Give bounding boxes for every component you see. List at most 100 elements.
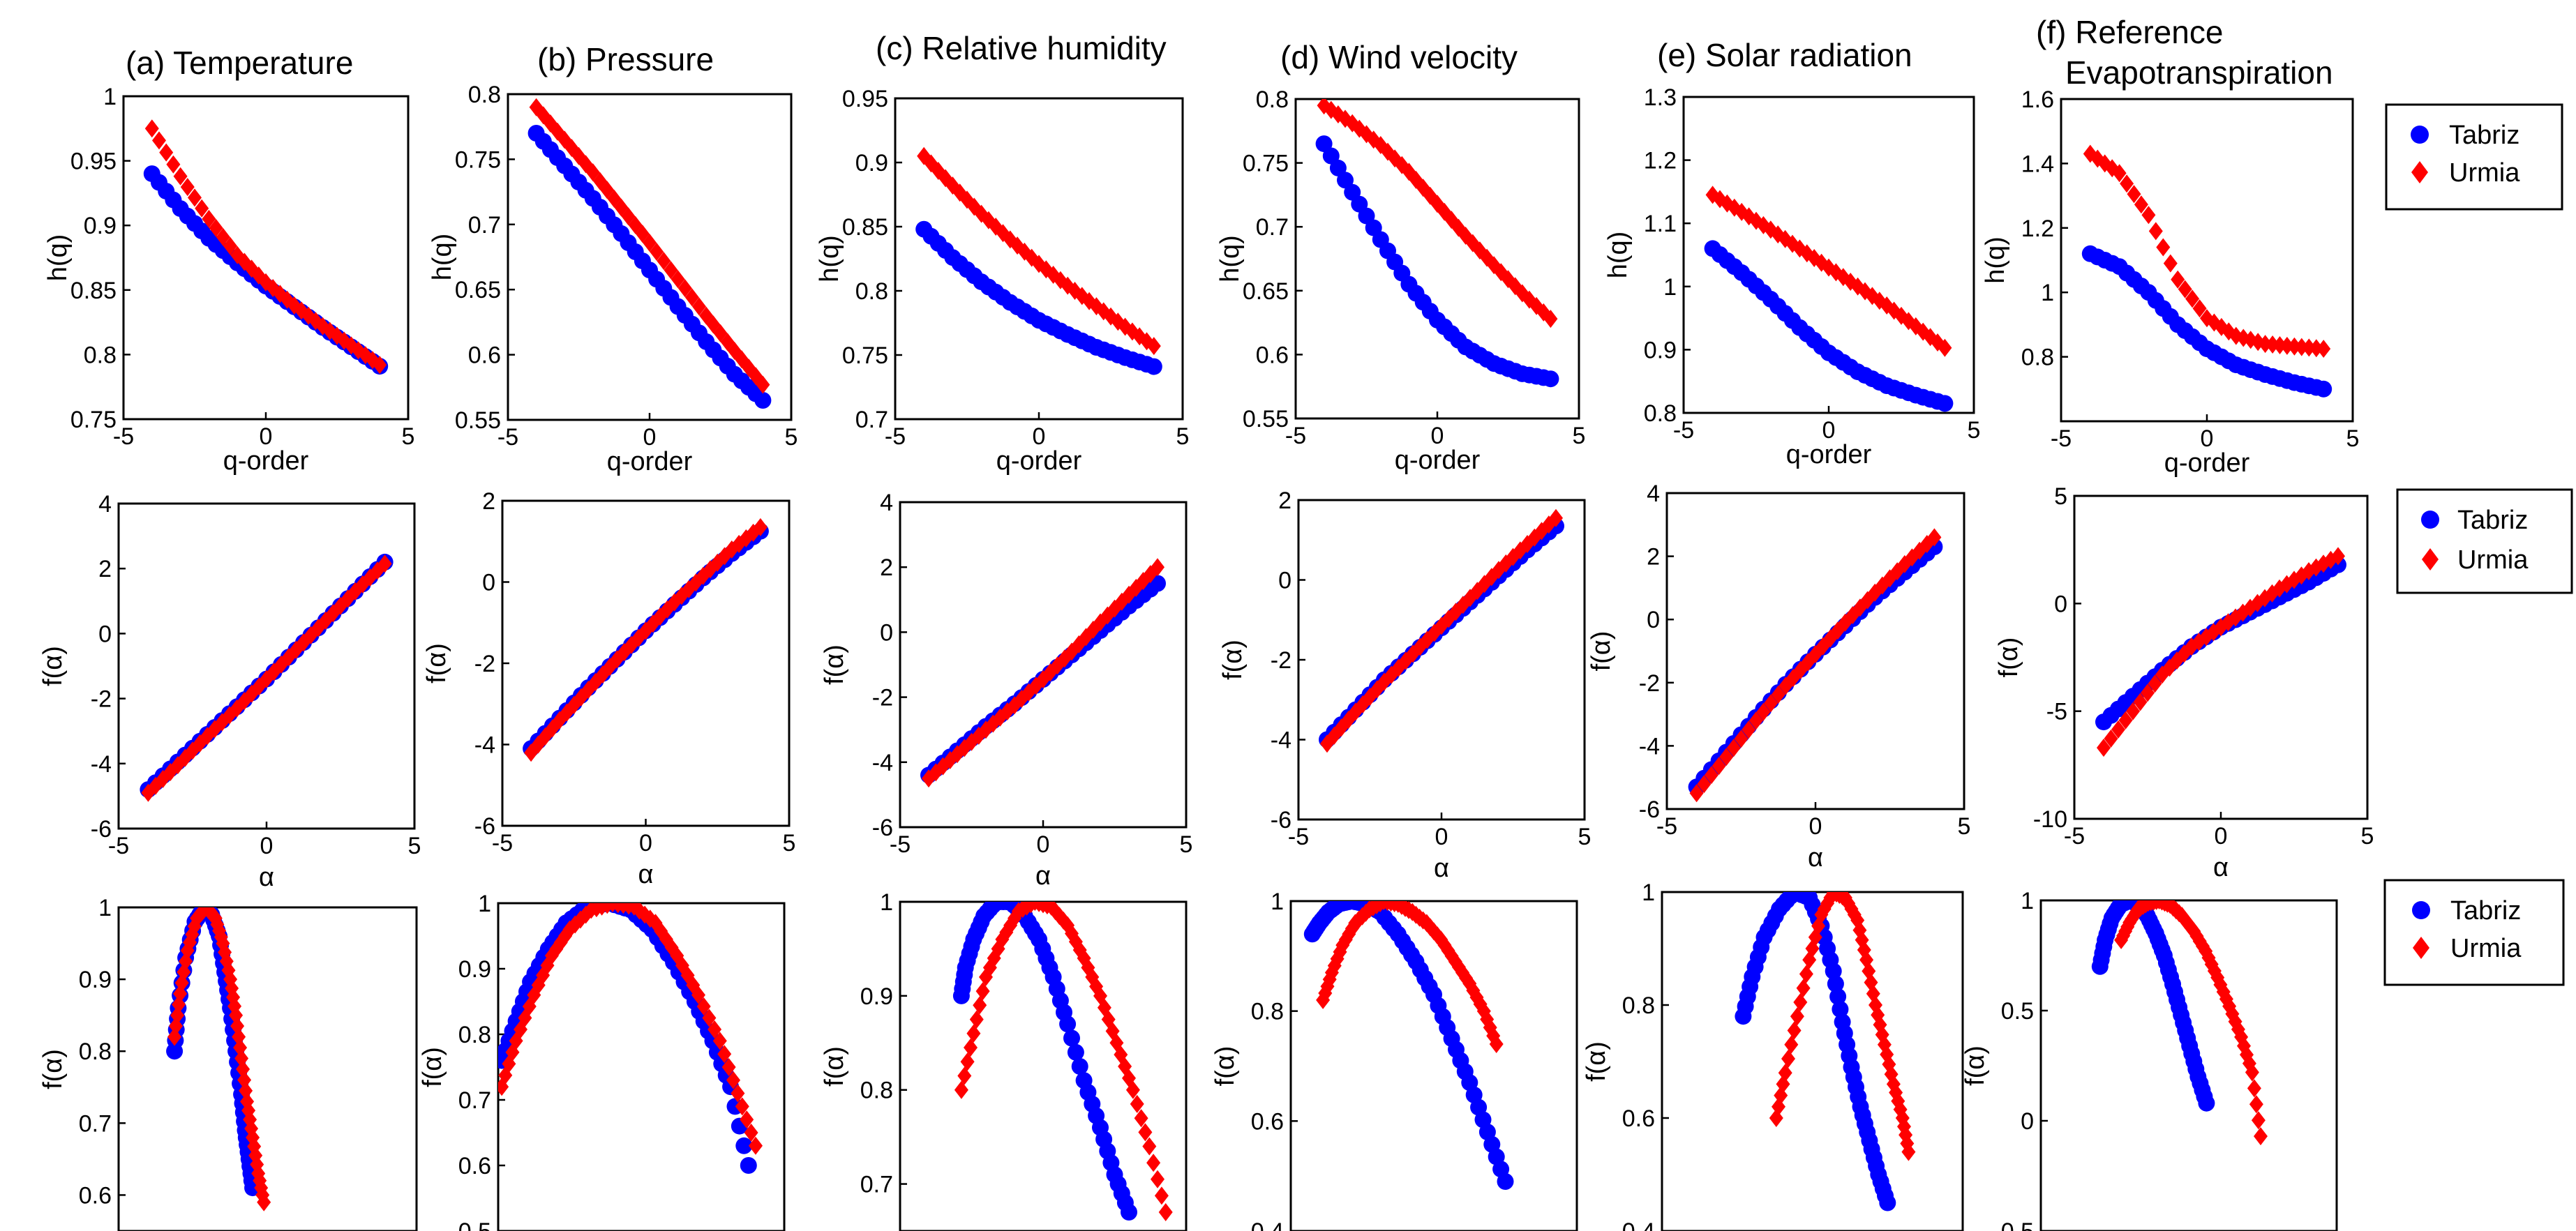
x-tick-label: 0 — [1037, 831, 1050, 858]
x-tick-label: -5 — [2051, 425, 2072, 452]
marker-urmia — [696, 997, 711, 1015]
y-tick-label: 0.7 — [1256, 214, 1289, 241]
marker-urmia — [2134, 195, 2148, 214]
y-tick-label: 0.9 — [458, 956, 491, 983]
point-urmia — [1719, 748, 1734, 766]
point-urmia — [2126, 702, 2140, 720]
marker-urmia — [1781, 1050, 1795, 1068]
point-tabriz — [2198, 1094, 2215, 1112]
y-tick-label: 0 — [1278, 568, 1291, 594]
marker-urmia — [1742, 720, 1756, 739]
point-urmia — [498, 1078, 509, 1096]
x-tick-label: 5 — [1578, 824, 1592, 850]
marker-urmia — [717, 1045, 732, 1064]
marker-tabriz — [1329, 159, 1347, 176]
title-solar-radiation: (e) Solar radiation — [1657, 37, 1912, 73]
marker-tabriz — [1829, 988, 1847, 1005]
panel-d3: 0.4 0.6 0.8 1 f(α) — [1211, 889, 1578, 1231]
x-tick-label: 5 — [1180, 831, 1193, 858]
marker-urmia — [1764, 694, 1779, 713]
marker-urmia — [152, 131, 166, 150]
marker-urmia — [209, 218, 223, 237]
marker-urmia — [1784, 1035, 1799, 1054]
y-tick-label: -10 — [2033, 806, 2067, 833]
y-tick-label: 2 — [98, 556, 112, 582]
panel-b2: -5 0 5 -6 -4 -2 0 2 α f(α) — [422, 488, 795, 889]
x-tick-label: -5 — [1285, 423, 1306, 449]
panel-b1: -5 0 5 0.55 0.6 0.65 0.7 0.75 0.8 q-order h(q) — [428, 82, 797, 476]
panel-e2: -5 0 5 -6 -4 -2 0 2 4 α f(α) — [1587, 481, 1970, 873]
y-tick-label: 0.9 — [860, 983, 893, 1010]
marker-urmia — [650, 243, 664, 261]
x-tick-label: 0 — [1435, 824, 1448, 850]
y-axis-label: f(α) — [1582, 1041, 1611, 1082]
x-tick-label: 5 — [1958, 813, 1971, 840]
title-evapotranspiration: Evapotranspiration — [2065, 54, 2333, 91]
y-tick-label: 0.8 — [79, 1039, 112, 1065]
marker-urmia — [1799, 965, 1813, 983]
title-relative-humidity: (c) Relative humidity — [876, 30, 1167, 66]
point-tabriz — [1542, 370, 1559, 388]
legend-label-tabriz: Tabriz — [2449, 121, 2519, 150]
x-axis-label: q-order — [223, 446, 309, 476]
legend-label-urmia: Urmia — [2457, 545, 2529, 575]
series-urmia — [144, 119, 387, 375]
y-tick-label: 4 — [1647, 481, 1660, 507]
marker-tabriz — [735, 1137, 753, 1154]
x-tick-label: 5 — [1573, 423, 1586, 449]
marker-urmia — [2192, 299, 2207, 318]
point-urmia — [966, 1024, 981, 1043]
point-tabriz — [1936, 395, 1954, 412]
legend-row-1: Tabriz Urmia — [2385, 103, 2563, 211]
point-urmia — [1489, 1035, 1504, 1053]
y-tick-label: -4 — [474, 732, 495, 759]
marker-urmia — [975, 982, 990, 1001]
x-tick-label: -5 — [885, 423, 906, 450]
x-axis-label: α — [1434, 854, 1449, 883]
x-axis-label: α — [1808, 843, 1823, 873]
legend-marker-urmia — [2413, 937, 2429, 959]
point-tabriz — [1315, 135, 1333, 153]
title-reference: (f) Reference — [2036, 14, 2223, 50]
y-tick-label: -6 — [872, 815, 893, 841]
point-urmia — [144, 119, 159, 138]
marker-urmia — [2251, 1111, 2266, 1130]
x-tick-label: -5 — [1288, 824, 1309, 850]
point-urmia — [756, 375, 770, 394]
marker-urmia — [2247, 1079, 2261, 1098]
x-axis-label: q-order — [607, 447, 693, 476]
point-urmia — [1142, 1137, 1157, 1156]
y-tick-label: -6 — [91, 816, 112, 843]
x-tick-label: 5 — [1968, 417, 1981, 444]
y-tick-label: 1.3 — [1644, 84, 1677, 111]
marker-urmia — [1734, 730, 1748, 748]
x-tick-label: 0 — [260, 423, 273, 450]
series-urmia — [2097, 547, 2345, 757]
legend-marker-urmia — [2422, 548, 2439, 571]
legend-row-2: Tabriz Urmia — [2396, 488, 2573, 594]
marker-urmia — [684, 288, 699, 307]
y-axis-label: h(q) — [428, 234, 457, 281]
point-urmia — [173, 167, 188, 186]
y-axis-label: f(α) — [38, 1049, 68, 1089]
point-urmia — [1927, 528, 1942, 547]
y-tick-label: 1 — [98, 895, 112, 921]
point-urmia — [1778, 1064, 1792, 1082]
legend-marker-tabriz — [2411, 126, 2429, 144]
y-tick-label: 1 — [103, 84, 117, 110]
marker-urmia — [2133, 693, 2148, 711]
y-tick-label: 0.8 — [458, 1022, 491, 1048]
y-tick-label: 0.8 — [1251, 999, 1284, 1025]
marker-urmia — [1771, 685, 1785, 704]
panel-e1: -5 0 5 0.8 0.9 1 1.1 1.2 1.3 q-order h(q) — [1603, 84, 1980, 469]
panel-f3: -0.5 0 0.5 1 f(α) — [1961, 888, 2338, 1231]
point-urmia — [344, 336, 359, 355]
y-axis-label: f(α) — [820, 1046, 849, 1087]
x-axis-label: q-order — [1786, 440, 1872, 469]
marker-urmia — [702, 1009, 717, 1027]
marker-urmia — [216, 227, 230, 246]
point-urmia — [1146, 337, 1161, 356]
point-urmia — [1543, 310, 1558, 328]
point-tabriz — [1497, 1173, 1514, 1190]
